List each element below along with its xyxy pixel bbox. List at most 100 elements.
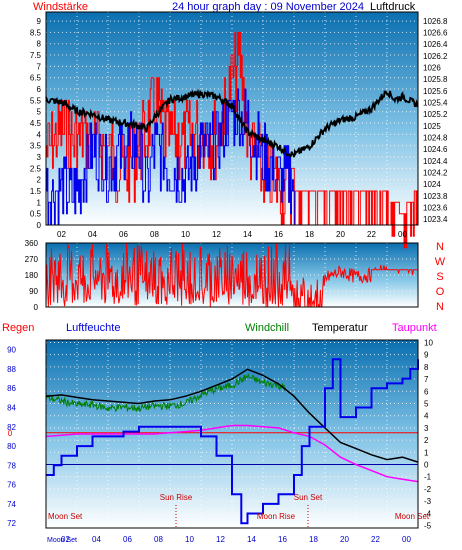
temperature-tick-label: -2	[424, 485, 432, 494]
pressure-tick-label: 1026	[423, 63, 441, 72]
pressure-tick-label: 1025.4	[423, 98, 448, 107]
hour-tick-label: 20	[336, 230, 345, 239]
windchill-line	[45, 372, 286, 413]
rain-tick-label: 0	[8, 429, 13, 438]
hour-tick-label: 22	[371, 535, 380, 544]
wind-tick-label: 2	[37, 176, 42, 185]
temperature-tick-label: 5	[424, 399, 429, 408]
wind-direction-axis: 360 270 180 90 0	[25, 239, 39, 312]
page-title: 24 hour graph day : 09 November 2024	[172, 1, 364, 13]
temperature-tick-label: 9	[424, 351, 429, 360]
first-hour-label: Moon Set	[47, 537, 77, 544]
wind-tick-label: 2.5	[30, 164, 42, 173]
wind-tick-label: 1.5	[30, 187, 42, 196]
direction-tick-label: 270	[25, 255, 39, 264]
legend-luftfeuchte: Luftfeuchte	[66, 322, 120, 334]
wind-direction-series	[45, 243, 418, 308]
astro-annotation: Moon Set	[395, 512, 430, 521]
temperature-tick-label: 8	[424, 363, 429, 372]
hour-tick-label: 10	[185, 535, 194, 544]
astro-annotation: Sun Set	[294, 493, 323, 502]
temperature-tick-label: 1	[424, 448, 429, 457]
hour-tick-label: 14	[247, 535, 256, 544]
wind-tick-label: 0.5	[30, 210, 42, 219]
humidity-tick-label: 74	[7, 500, 16, 509]
temperature-tick-label: 4	[424, 412, 429, 421]
hour-tick-label: 18	[309, 535, 318, 544]
hour-tick-label: 08	[150, 230, 159, 239]
wind-tick-label: 4	[37, 130, 42, 139]
pressure-label: Luftdruck	[370, 1, 416, 13]
hour-tick-label: 10	[181, 230, 190, 239]
direction-tick-label: 90	[29, 287, 38, 296]
pressure-tick-label: 1024.8	[423, 133, 448, 142]
humidity-line	[46, 358, 419, 525]
pressure-tick-label: 1026.2	[423, 52, 448, 61]
astro-annotation: Sun Rise	[160, 493, 193, 502]
hour-tick-label: 22	[367, 230, 376, 239]
humidity-tick-label: 76	[7, 481, 16, 490]
compass-label: N	[436, 301, 444, 313]
pressure-axis: 1023.4 1023.6 1023.8 1024 1024.2 1024.4 1024.6…	[423, 17, 448, 224]
humidity-tick-label: 72	[7, 519, 16, 528]
wind-tick-label: 7	[37, 62, 42, 71]
astro-annotation: Moon Rise	[257, 512, 296, 521]
compass-label: N	[436, 241, 444, 253]
temperature-frame	[45, 339, 419, 529]
temperature-legend: Regen Luftfeuchte Windchill Temperatur Taupu…	[2, 322, 437, 334]
wind-tick-label: 5.5	[30, 96, 42, 105]
compass-label: W	[435, 256, 446, 268]
hour-tick-label: 12	[212, 230, 221, 239]
compass-label: S	[436, 271, 443, 283]
hour-tick-label: 06	[119, 230, 128, 239]
hour-tick-label: 04	[88, 230, 97, 239]
direction-tick-label: 360	[25, 239, 39, 248]
wind-pressure-frame	[45, 11, 419, 226]
humidity-tick-label: 84	[7, 403, 16, 412]
hour-tick-label: 16	[278, 535, 287, 544]
pressure-line	[45, 88, 419, 159]
pressure-tick-label: 1026.4	[423, 40, 448, 49]
pressure-tick-label: 1024	[423, 180, 441, 189]
hour-axis-top: 02 04 06 08 10 12 14 16 18 20 22 00	[57, 230, 407, 239]
wind-tick-label: 3.5	[30, 142, 42, 151]
humidity-tick-label: 82	[7, 423, 16, 432]
wind-tick-label: 6	[37, 85, 42, 94]
temperature-tick-label: 0	[424, 461, 429, 470]
astro-annotation: Moon Set	[48, 512, 83, 521]
hour-tick-label: 04	[92, 535, 101, 544]
temperature-tick-label: -1	[424, 473, 432, 482]
hour-tick-label: 18	[305, 230, 314, 239]
wind-tick-label: 0	[37, 221, 42, 230]
wind-tick-label: 4.5	[30, 119, 42, 128]
pressure-tick-label: 1023.8	[423, 192, 448, 201]
hour-tick-label: 14	[243, 230, 252, 239]
pressure-tick-label: 1025.6	[423, 87, 448, 96]
temperature-tick-label: -3	[424, 497, 432, 506]
hour-tick-label: 08	[154, 535, 163, 544]
wind-tick-label: 7.5	[30, 51, 42, 60]
hour-tick-label: 12	[216, 535, 225, 544]
pressure-tick-label: 1025.2	[423, 110, 448, 119]
temperature-tick-label: 10	[424, 338, 433, 347]
pressure-tick-label: 1024.4	[423, 157, 448, 166]
pressure-tick-label: 1026.6	[423, 28, 448, 37]
humidity-axis: 72 74 76 78 80 82 84 86 88 90 0	[7, 346, 16, 529]
humidity-tick-label: 80	[7, 442, 16, 451]
direction-tick-label: 180	[25, 271, 39, 280]
legend-regen: Regen	[2, 322, 34, 334]
temperature-axis: -5 -4 -3 -2 -1 0 1 2 3 4 5 6 7 8 9 10	[424, 338, 433, 530]
pressure-tick-label: 1026.8	[423, 17, 448, 26]
direction-tick-label: 0	[34, 303, 39, 312]
pressure-tick-label: 1025	[423, 122, 441, 131]
wind-tick-label: 5	[37, 108, 42, 117]
pressure-tick-label: 1025.8	[423, 75, 448, 84]
wind-strength-label: Windstärke	[33, 1, 88, 13]
legend-windchill: Windchill	[245, 322, 289, 334]
wind-direction-frame	[45, 242, 419, 308]
wind-tick-label: 8	[37, 40, 42, 49]
humidity-tick-label: 90	[7, 346, 16, 355]
wind-direction-line	[45, 243, 418, 308]
temperature-tick-label: 2	[424, 436, 429, 445]
